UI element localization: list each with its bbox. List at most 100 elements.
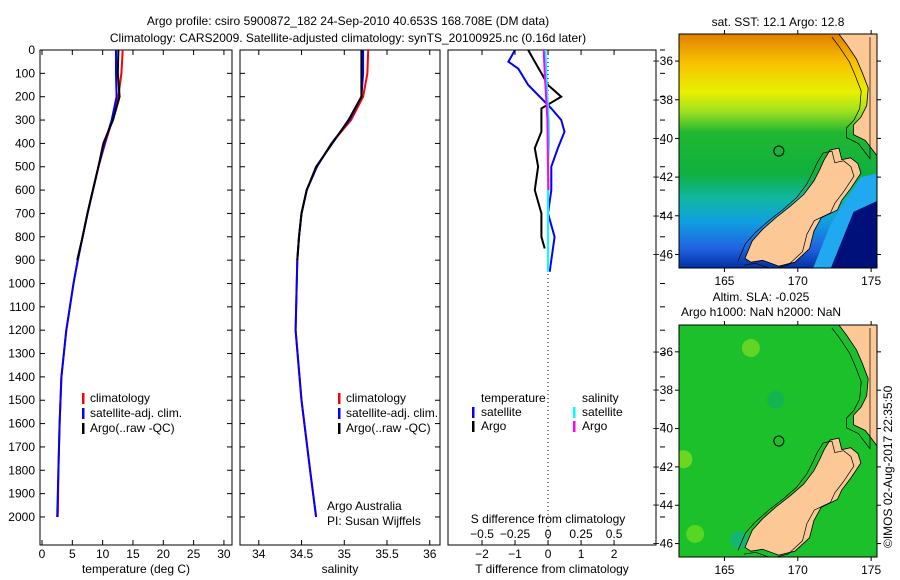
x-tick-label: 165 xyxy=(714,563,734,577)
panel-differences: −2 −1 0 1 2T difference from climatology −0.5… xyxy=(447,49,665,576)
s-tick-label: 0 xyxy=(545,527,552,541)
y-tick-label: 900 xyxy=(15,253,35,267)
map-frame xyxy=(678,33,878,269)
s-tick-label: 0.25 xyxy=(569,527,593,541)
legend-label: Argo(..raw -QC) xyxy=(90,421,175,435)
legend-label: Argo(..raw -QC) xyxy=(346,421,431,435)
panel-temperature: 0 5 10 15 20 25 30 temperature (deg C) 0 100 200 30… xyxy=(8,43,233,576)
y-tick-label: 1100 xyxy=(9,300,35,314)
annotation: Argo Australia xyxy=(327,499,402,513)
legend-swatch xyxy=(82,408,85,419)
y-tick-label: −42 xyxy=(653,460,674,474)
title-line-2: Climatology: CARS2009. Satellite-adjuste… xyxy=(110,31,586,45)
y-tick-label: −36 xyxy=(653,54,674,68)
x-axis-label: temperature (deg C) xyxy=(82,562,190,576)
y-tick-label: −44 xyxy=(653,209,674,223)
y-tick-label: 500 xyxy=(15,160,35,174)
x-tick-label: 0 xyxy=(545,547,552,561)
s-tick-label: −0.25 xyxy=(500,527,531,541)
x-tick-label: 175 xyxy=(861,563,881,577)
legend-label: Argo xyxy=(481,419,507,433)
s-tick-label: −0.5 xyxy=(470,527,494,541)
x-tick-label: 20 xyxy=(157,547,171,561)
map-title: sat. SST: 12.1 Argo: 12.8 xyxy=(712,15,845,29)
x-tick-label: 170 xyxy=(788,563,808,577)
y-tick-label: 1600 xyxy=(8,417,35,431)
map-field xyxy=(679,34,877,268)
map-title-line-2: Argo h1000: NaN h2000: NaN xyxy=(681,305,841,319)
legend-swatch xyxy=(472,407,475,418)
x-tick-label: 0 xyxy=(39,547,46,561)
legend-label: satellite-adj. clim. xyxy=(346,406,438,420)
y-tick-label: 1700 xyxy=(8,440,35,454)
x-tick-label: 15 xyxy=(126,547,140,561)
y-tick-label: −40 xyxy=(653,422,674,436)
legend-label: satellite xyxy=(582,405,623,419)
x-tick-label: 5 xyxy=(69,547,76,561)
y-tick-label: 100 xyxy=(15,66,35,80)
legend-swatch xyxy=(573,421,576,432)
x-tick-label: 35.5 xyxy=(375,547,399,561)
y-tick-label: 1900 xyxy=(8,487,35,501)
legend-swatch xyxy=(472,421,475,432)
y-tick-label: 1000 xyxy=(8,276,35,290)
series-line-temperature-satellite xyxy=(507,49,566,272)
plot-frame xyxy=(39,49,233,546)
x-tick-label: 10 xyxy=(96,547,110,561)
map-frame xyxy=(678,324,878,558)
series-line-argo-raw-qc- xyxy=(296,50,363,261)
x-tick-label: 36 xyxy=(423,547,437,561)
x-tick-label: 165 xyxy=(714,274,734,288)
y-tick-label: 1800 xyxy=(8,463,35,477)
panel-sst-map: 165 170 175 −36 −38 −40 −42 −44 −46 sat. SST: 12.… xyxy=(653,15,882,288)
sla-anomaly-blob xyxy=(679,450,693,469)
legend-swatch xyxy=(573,407,576,418)
x-tick-label: 25 xyxy=(187,547,201,561)
y-tick-label: 300 xyxy=(15,113,35,127)
y-tick-label: −40 xyxy=(653,131,674,145)
sla-anomaly-blob xyxy=(741,339,760,358)
y-tick-label: 2000 xyxy=(8,510,35,524)
y-tick-label: −38 xyxy=(653,93,674,107)
legend-swatch xyxy=(338,393,341,404)
x-tick-label: −1 xyxy=(508,547,522,561)
map-title-line-1: Altim. SLA: -0.025 xyxy=(713,290,810,304)
x-tick-label: −2 xyxy=(475,547,489,561)
plot-frame xyxy=(239,49,441,546)
land-north-island xyxy=(838,34,877,157)
y-tick-label: −46 xyxy=(653,247,674,261)
x-tick-label: 34.5 xyxy=(290,547,314,561)
plot-frame xyxy=(447,49,657,546)
y-tick-label: −36 xyxy=(653,345,674,359)
map-field xyxy=(679,325,877,557)
x-tick-label: 30 xyxy=(217,547,231,561)
argo-position-marker xyxy=(773,145,785,157)
title-line-1: Argo profile: csiro 5900872_182 24-Sep-2… xyxy=(147,14,549,28)
x-tick-label: 170 xyxy=(788,274,808,288)
series-line-temperature-argo xyxy=(527,49,563,249)
shelf-water-region xyxy=(813,173,877,268)
y-tick-label: 1200 xyxy=(8,323,35,337)
isobath-contour xyxy=(737,440,855,557)
x-tick-label: 1 xyxy=(578,547,585,561)
isobath-contour xyxy=(831,327,871,450)
legend-swatch xyxy=(82,393,85,404)
y-tick-label: 1500 xyxy=(8,393,35,407)
legend-label: satellite xyxy=(481,405,522,419)
y-tick-label: −44 xyxy=(653,498,674,512)
y-tick-label: 800 xyxy=(15,230,35,244)
x-tick-label: 2 xyxy=(611,547,618,561)
x-tick-label: 34 xyxy=(252,547,266,561)
s-tick-label: 0.5 xyxy=(606,527,623,541)
sla-anomaly-blob xyxy=(730,530,749,549)
panel-sla-map: 165 170 175 −36 −38 −40 −42 −44 −46 Altim. SLA: -… xyxy=(653,290,882,577)
land-south-island xyxy=(744,437,862,556)
land-north-island xyxy=(838,325,877,447)
y-tick-label: 400 xyxy=(15,136,35,150)
x-tick-label: 175 xyxy=(861,274,881,288)
y-tick-label: 600 xyxy=(15,183,35,197)
isobath-contour xyxy=(737,150,855,268)
legend-title-temperature: temperature xyxy=(481,391,546,405)
